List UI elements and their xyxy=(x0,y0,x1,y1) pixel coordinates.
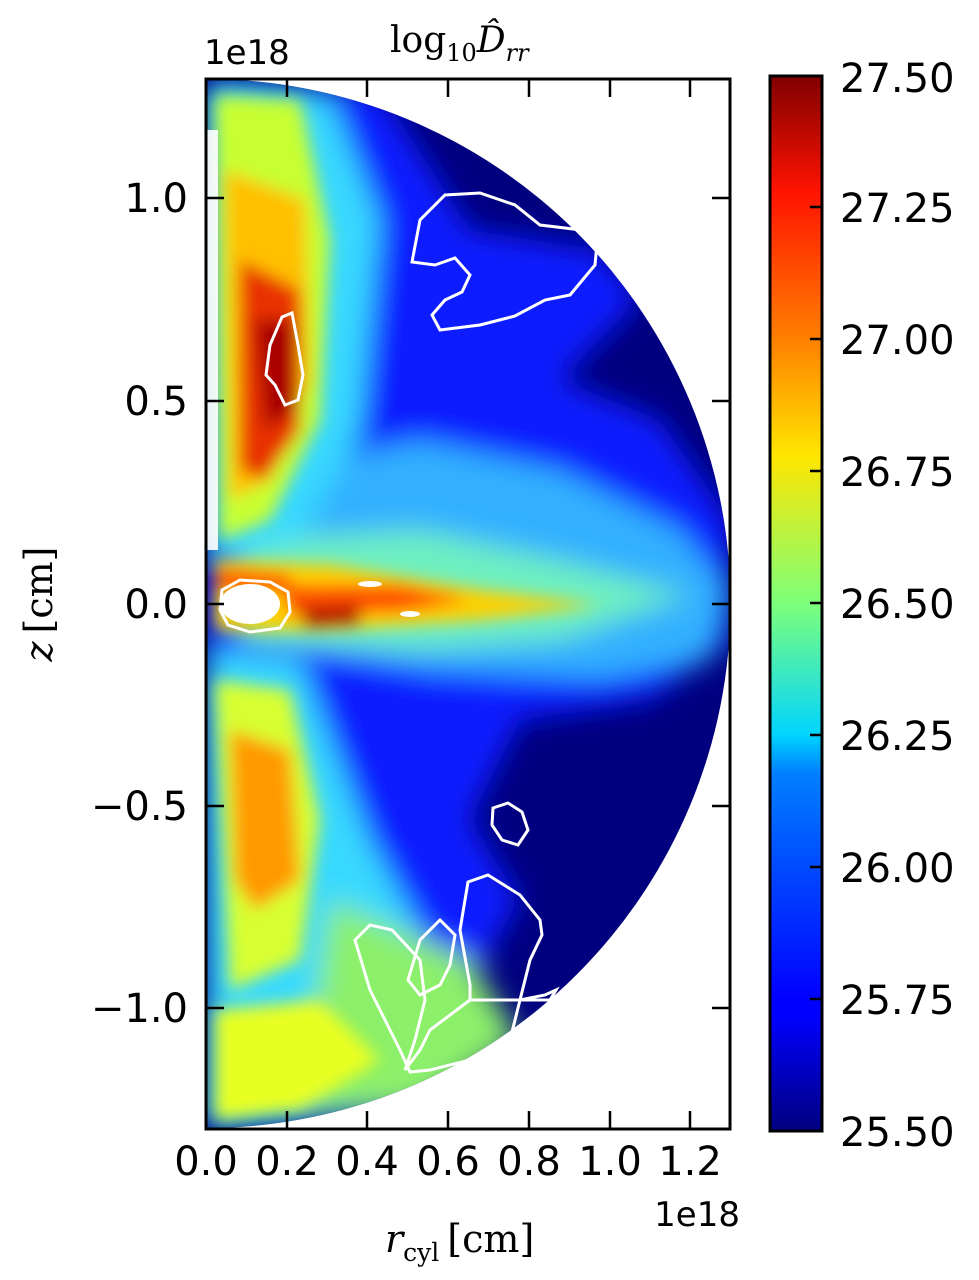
x-tick-label: 0.8 xyxy=(497,1139,561,1185)
x-tick-label: 1.2 xyxy=(658,1139,722,1185)
contour-center-hole xyxy=(218,578,292,634)
y-offset-text: 1e18 xyxy=(204,33,290,73)
x-tick-label: 0.6 xyxy=(416,1139,480,1185)
contour-lower-mid xyxy=(406,917,457,997)
y-axis-label: z[cm] xyxy=(17,547,61,663)
colorbar-tick-label: 26.00 xyxy=(840,846,955,892)
contour-lower-right xyxy=(458,873,560,1002)
y-tick-label: 0.5 xyxy=(124,379,188,425)
colorbar-tick-label: 27.50 xyxy=(840,56,955,102)
y-tick-label: 0.0 xyxy=(124,582,188,628)
chart-title: log10D̂rr xyxy=(390,18,530,67)
contour-lower-small xyxy=(490,801,530,847)
colorbar-tick-label: 25.50 xyxy=(840,1110,955,1156)
y-tick-label: 1.0 xyxy=(124,176,188,222)
contour-upper-right xyxy=(410,191,600,332)
x-tick-label: 0.4 xyxy=(335,1139,399,1185)
colorbar-tick-label: 25.75 xyxy=(840,978,955,1024)
contour-lines xyxy=(218,191,600,1074)
contour-lower-left xyxy=(353,923,522,1074)
y-tick-label: −1.0 xyxy=(91,986,188,1032)
x-tick-label: 0.0 xyxy=(174,1139,238,1185)
x-tick-label: 1.0 xyxy=(578,1139,642,1185)
x-offset-text: 1e18 xyxy=(654,1195,740,1235)
x-axis xyxy=(204,79,692,1129)
colorbar-ticks xyxy=(810,205,822,1001)
contour-upper-jet-core xyxy=(264,310,305,407)
y-tick-label: −0.5 xyxy=(91,784,188,830)
x-axis-label: rcyl [cm] xyxy=(385,1217,534,1267)
colorbar-tick-label: 26.75 xyxy=(840,450,955,496)
colorbar-tick-label: 27.00 xyxy=(840,318,955,364)
colorbar-tick-label: 26.25 xyxy=(840,714,955,760)
colorbar-tick-label: 27.25 xyxy=(840,186,955,232)
colorbar-tick-label: 26.50 xyxy=(840,582,955,628)
x-tick-label: 0.2 xyxy=(255,1139,319,1185)
y-axis xyxy=(206,196,730,1010)
